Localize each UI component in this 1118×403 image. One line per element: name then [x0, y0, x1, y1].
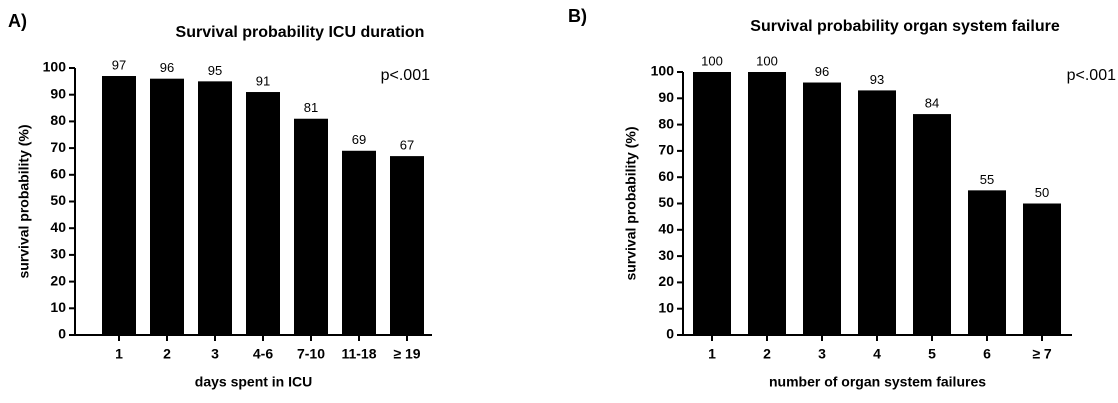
y-tick-label: 30 — [50, 246, 66, 262]
bar — [748, 72, 786, 335]
bar — [693, 72, 731, 335]
y-tick-label: 40 — [50, 219, 66, 235]
y-tick-label: 40 — [658, 221, 674, 237]
x-tick-label: 2 — [763, 346, 771, 362]
value-label: 67 — [400, 138, 414, 153]
value-label: 69 — [352, 132, 366, 147]
x-tick-label: 4-6 — [253, 346, 273, 362]
value-label: 93 — [870, 72, 884, 87]
y-tick-label: 80 — [658, 115, 674, 131]
value-label: 100 — [756, 53, 778, 68]
panel-label: B) — [568, 6, 587, 26]
y-tick-label: 100 — [43, 59, 67, 75]
x-tick-label: 2 — [163, 346, 171, 362]
y-tick-label: 20 — [658, 273, 674, 289]
bar — [803, 82, 841, 336]
x-tick-label: ≥ 7 — [1032, 346, 1052, 362]
y-tick-label: 0 — [666, 326, 674, 342]
value-label: 84 — [925, 96, 939, 111]
bar — [198, 81, 232, 335]
y-tick-label: 0 — [58, 326, 66, 342]
chart-title: Survival probability ICU duration — [176, 24, 425, 41]
chart-title: Survival probability organ system failur… — [750, 18, 1060, 35]
x-axis-label: days spent in ICU — [195, 374, 312, 390]
x-tick-label: ≥ 19 — [393, 346, 420, 362]
x-axis-label: number of organ system failures — [769, 374, 986, 390]
y-tick-label: 50 — [658, 194, 674, 210]
bar — [390, 156, 424, 335]
value-label: 81 — [304, 100, 318, 115]
y-tick-label: 90 — [50, 85, 66, 101]
y-tick-label: 90 — [658, 89, 674, 105]
bar — [968, 190, 1006, 335]
y-tick-label: 70 — [658, 142, 674, 158]
y-axis-label: survival probability (%) — [16, 124, 32, 278]
x-tick-label: 1 — [115, 346, 123, 362]
y-tick-label: 10 — [658, 299, 674, 315]
bar — [342, 150, 376, 335]
x-tick-label: 3 — [211, 346, 219, 362]
bar — [858, 90, 896, 335]
bar — [150, 78, 184, 336]
y-tick-label: 10 — [50, 299, 66, 315]
y-tick-label: 60 — [658, 168, 674, 184]
x-tick-label: 3 — [818, 346, 826, 362]
y-axis-label: survival probability (%) — [623, 126, 639, 280]
bar — [102, 76, 136, 335]
value-label: 50 — [1035, 185, 1049, 200]
x-tick-label: 11-18 — [341, 346, 376, 362]
bar — [246, 92, 280, 335]
value-label: 96 — [160, 60, 174, 75]
x-tick-label: 1 — [708, 346, 716, 362]
bar — [913, 114, 951, 335]
x-tick-label: 5 — [928, 346, 936, 362]
value-label: 55 — [980, 172, 994, 187]
x-tick-label: 6 — [983, 346, 991, 362]
y-tick-label: 100 — [651, 63, 675, 79]
x-tick-label: 7-10 — [297, 346, 325, 362]
panel-label: A) — [8, 11, 27, 31]
y-tick-label: 30 — [658, 247, 674, 263]
annotation: p<.001 — [1067, 67, 1116, 84]
value-label: 100 — [701, 53, 723, 68]
y-tick-label: 20 — [50, 272, 66, 288]
annotation: p<.001 — [381, 67, 430, 84]
value-label: 96 — [815, 64, 829, 79]
value-label: 91 — [256, 73, 270, 88]
y-tick-label: 70 — [50, 139, 66, 155]
x-tick-label: 4 — [873, 346, 881, 362]
y-tick-label: 60 — [50, 166, 66, 182]
bar — [294, 118, 328, 335]
y-tick-label: 50 — [50, 192, 66, 208]
bar — [1023, 203, 1061, 335]
y-tick-label: 80 — [50, 112, 66, 128]
value-label: 95 — [208, 63, 222, 78]
value-label: 97 — [112, 57, 126, 72]
